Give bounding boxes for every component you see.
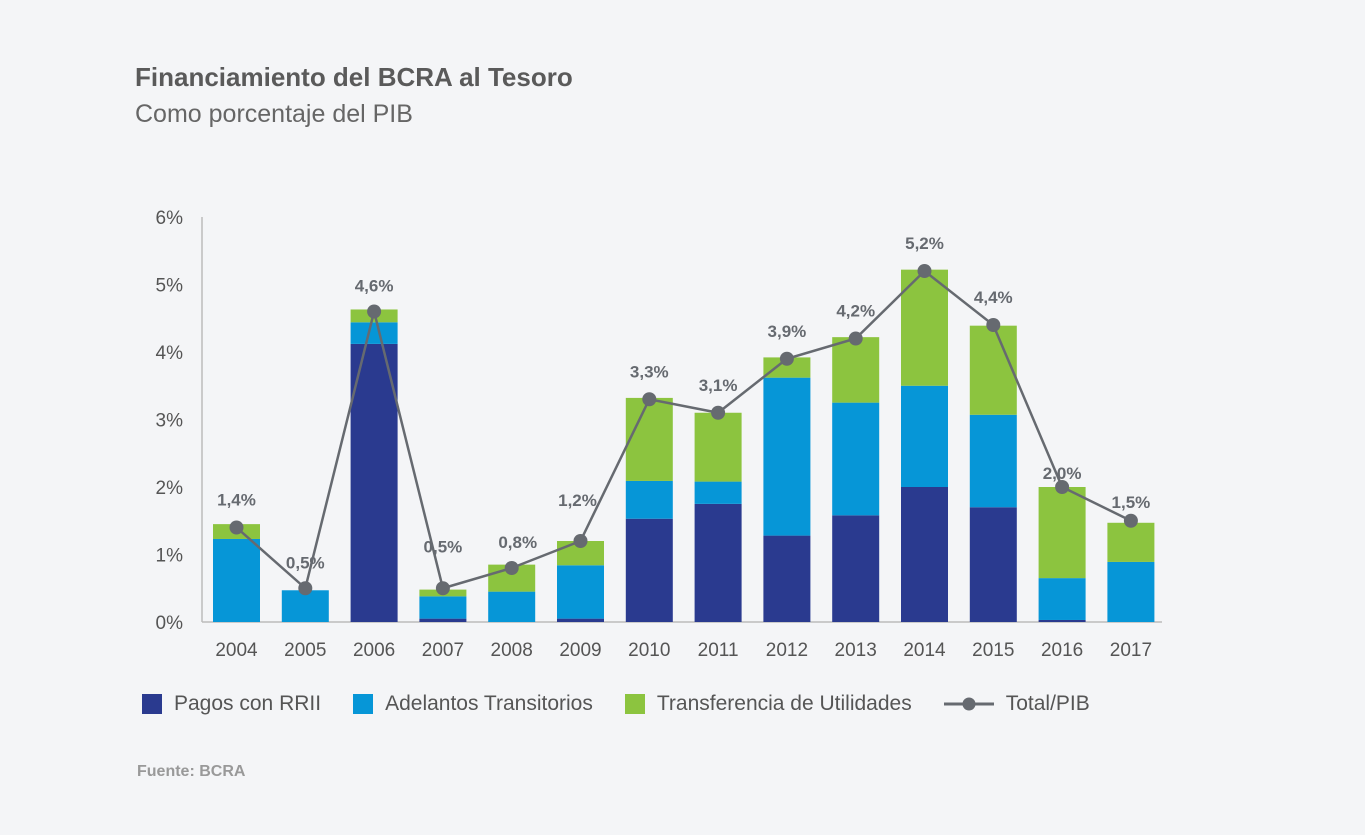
bar-adelantos-2010 (625, 480, 673, 519)
bar-transferencia-2012 (763, 357, 811, 378)
legend: Pagos con RRII Adelantos Transitorios Tr… (142, 692, 1122, 716)
x-tick-label: 2017 (1110, 640, 1152, 661)
total-point (504, 561, 519, 575)
total-data-label: 0,8% (498, 533, 537, 552)
bar-transferencia-2017 (1107, 522, 1155, 562)
bar-adelantos-2004 (213, 538, 260, 622)
bar-pagos-2011 (694, 503, 742, 622)
bar-adelantos-2008 (488, 591, 536, 622)
total-data-label: 4,4% (974, 288, 1013, 307)
legend-label-transferencia: Transferencia de Utilidades (656, 692, 912, 715)
bar-pagos-2007 (419, 618, 467, 622)
legend-label-total: Total/PIB (1005, 692, 1090, 715)
bar-adelantos-2016 (1038, 578, 1086, 620)
bar-adelantos-2007 (419, 596, 467, 619)
x-tick-label: 2016 (1041, 640, 1083, 661)
bar-pagos-2014 (901, 487, 948, 622)
bar-transferencia-2014 (901, 269, 948, 386)
bar-transferencia-2016 (1038, 487, 1086, 579)
total-data-label: 0,5% (286, 553, 325, 572)
legend-swatch-pagos (142, 694, 162, 714)
x-tick-label: 2010 (628, 640, 670, 661)
total-point (917, 264, 932, 278)
legend-item-pagos: Pagos con RRII (142, 692, 321, 716)
y-tick-label: 3% (156, 411, 184, 432)
x-tick-label: 2013 (835, 640, 877, 661)
bar-transferencia-2011 (694, 412, 742, 482)
x-tick-label: 2014 (903, 640, 946, 661)
total-data-label: 3,3% (630, 362, 669, 381)
x-tick-label: 2004 (215, 640, 258, 661)
legend-item-transferencia: Transferencia de Utilidades (624, 692, 912, 716)
bar-pagos-2016 (1038, 619, 1086, 622)
total-data-label: 1,4% (217, 491, 256, 510)
bar-pagos-2012 (763, 535, 811, 622)
x-tick-label: 2011 (698, 640, 739, 661)
y-tick-label: 2% (156, 478, 184, 499)
total-point (848, 331, 863, 346)
y-tick-label: 5% (156, 276, 184, 297)
legend-item-adelantos: Adelantos Transitorios (353, 692, 593, 716)
y-tick-label: 4% (156, 343, 184, 364)
legend-swatch-adelantos (353, 694, 374, 714)
x-tick-label: 2012 (766, 640, 808, 661)
source-note: Fuente: BCRA (137, 763, 246, 780)
bar-pagos-2010 (625, 518, 673, 622)
total-point (229, 520, 244, 535)
bar-adelantos-2014 (901, 385, 948, 487)
y-tick-label: 6% (156, 208, 184, 229)
bar-adelantos-2015 (969, 414, 1017, 508)
total-point (1123, 513, 1138, 528)
y-tick-label: 1% (156, 546, 184, 567)
total-data-label: 4,2% (836, 302, 875, 321)
bar-transferencia-2015 (969, 325, 1017, 415)
total-point (986, 318, 1001, 332)
legend-label-adelantos: Adelantos Transitorios (385, 692, 593, 715)
x-tick-label: 2007 (422, 640, 464, 661)
total-data-label: 2,0% (1043, 464, 1082, 483)
bar-transferencia-2010 (625, 397, 673, 481)
x-tick-label: 2015 (972, 640, 1014, 661)
x-tick-label: 2005 (284, 640, 326, 661)
total-data-label: 5,2% (905, 234, 944, 253)
bar-adelantos-2012 (763, 377, 811, 536)
bar-adelantos-2017 (1107, 561, 1155, 622)
bar-pagos-2013 (832, 515, 880, 622)
chart-title: Financiamiento del BCRA al Tesoro (135, 62, 573, 92)
total-data-label: 3,9% (768, 322, 807, 341)
bar-pagos-2009 (557, 618, 604, 622)
chart-subtitle: Como porcentaje del PIB (135, 100, 413, 128)
total-point (779, 351, 794, 366)
bar-adelantos-2013 (832, 402, 880, 516)
legend-item-total: Total/PIB (943, 692, 1090, 716)
y-tick-label: 0% (156, 613, 184, 634)
total-point (435, 581, 450, 596)
total-data-label: 1,5% (1112, 493, 1151, 512)
total-data-label: 4,6% (355, 277, 394, 296)
x-tick-label: 2009 (559, 640, 601, 661)
total-data-label: 3,1% (699, 376, 738, 395)
total-data-label: 1,2% (558, 491, 597, 510)
total-point (711, 405, 726, 420)
legend-swatch-transferencia (624, 694, 645, 714)
bar-pagos-2006 (350, 343, 398, 622)
bar-adelantos-2011 (694, 481, 742, 504)
bar-adelantos-2006 (350, 322, 398, 344)
bar-pagos-2015 (969, 507, 1017, 622)
total-point (298, 581, 313, 596)
total-point (367, 304, 382, 319)
bar-adelantos-2009 (557, 565, 604, 619)
bar-adelantos-2005 (281, 590, 329, 622)
legend-label-pagos: Pagos con RRII (174, 692, 322, 715)
total-point (642, 392, 657, 407)
total-data-label: 0,5% (424, 537, 463, 556)
x-tick-label: 2006 (353, 640, 395, 661)
total-point (573, 534, 588, 548)
total-point (1055, 480, 1070, 494)
total-line (235, 269, 1132, 591)
legend-swatch-total (943, 697, 994, 711)
bar-transferencia-2013 (832, 337, 880, 403)
x-tick-label: 2008 (491, 640, 533, 661)
